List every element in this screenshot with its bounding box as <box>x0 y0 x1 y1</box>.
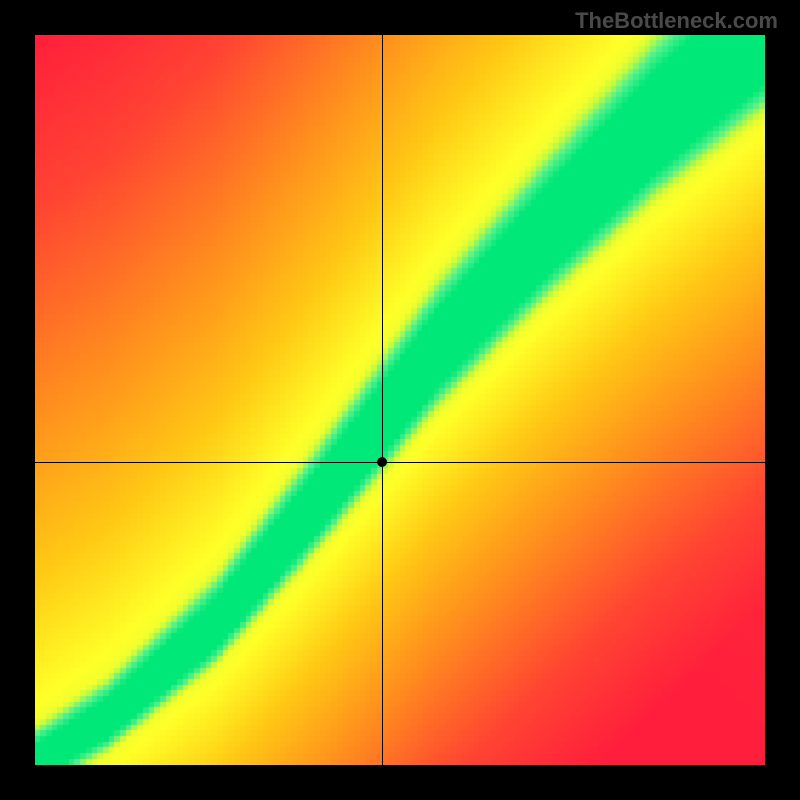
crosshair-vertical <box>382 35 383 765</box>
crosshair-marker <box>377 457 387 467</box>
crosshair-horizontal <box>35 462 765 463</box>
plot-frame <box>35 35 765 765</box>
watermark-text: TheBottleneck.com <box>575 8 778 34</box>
bottleneck-heatmap <box>35 35 765 765</box>
